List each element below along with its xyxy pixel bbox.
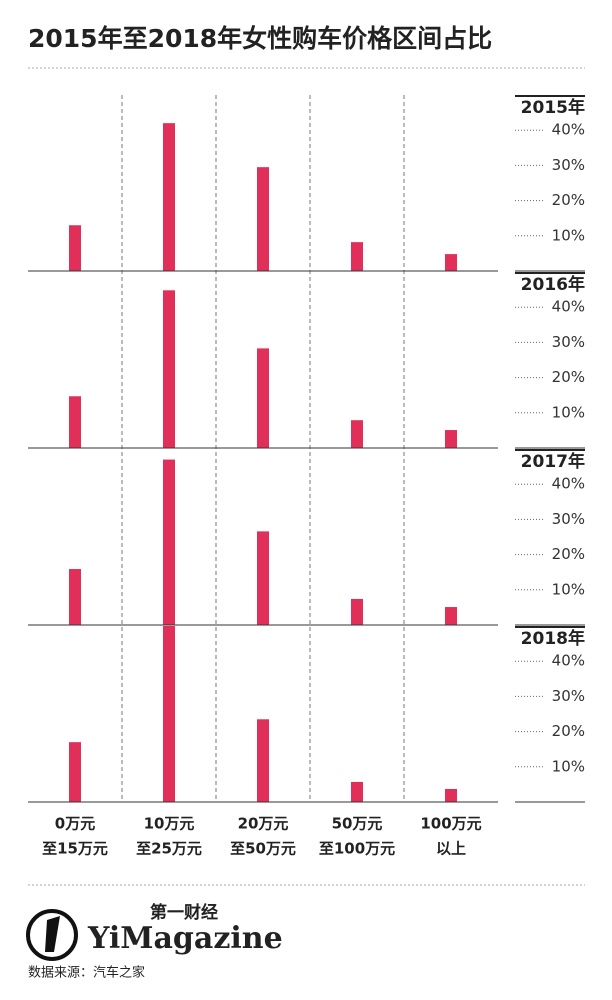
bar [163, 290, 175, 448]
bar [69, 396, 81, 448]
bar [445, 430, 457, 448]
y-tick-label: 30% [552, 510, 585, 528]
panel-year: 2017年 [521, 451, 585, 472]
x-tick-label: 至50万元 [230, 840, 296, 858]
x-tick-label: 0万元 [55, 815, 95, 833]
x-tick-label: 至15万元 [42, 840, 108, 858]
y-tick-label: 20% [552, 545, 585, 563]
bar [163, 626, 175, 802]
y-tick-label: 40% [552, 121, 585, 139]
page-title: 2015年至2018年女性购车价格区间占比 [28, 24, 492, 53]
logo-name: YiMagazine [87, 921, 283, 956]
bar [163, 123, 175, 271]
x-tick-label: 至100万元 [319, 840, 395, 858]
y-tick-label: 40% [552, 475, 585, 493]
source: 数据来源：汽车之家 [28, 965, 145, 981]
bar [445, 254, 457, 271]
x-tick-label: 10万元 [144, 815, 195, 833]
bar [257, 531, 269, 625]
bar [351, 420, 363, 448]
bar [445, 788, 457, 802]
bar [257, 167, 269, 271]
bar [351, 598, 363, 625]
bar [351, 242, 363, 271]
y-tick-label: 30% [552, 333, 585, 351]
y-tick-label: 30% [552, 687, 585, 705]
y-tick-label: 30% [552, 156, 585, 174]
y-tick-label: 40% [552, 298, 585, 316]
y-tick-label: 20% [552, 368, 585, 386]
panel-year: 2018年 [521, 628, 585, 649]
x-tick-label: 以上 [436, 840, 466, 858]
x-tick-label: 20万元 [238, 815, 289, 833]
y-tick-label: 20% [552, 722, 585, 740]
panel-year: 2016年 [521, 274, 585, 295]
y-tick-label: 10% [552, 226, 585, 244]
logo-icon [26, 909, 78, 961]
y-tick-label: 10% [552, 757, 585, 775]
x-tick-label: 至25万元 [136, 840, 202, 858]
bar [69, 569, 81, 625]
bar [445, 607, 457, 625]
bar [69, 225, 81, 271]
y-tick-label: 10% [552, 580, 585, 598]
bar [257, 719, 269, 802]
bar [351, 781, 363, 802]
x-tick-label: 100万元 [420, 815, 481, 833]
y-tick-label: 10% [552, 403, 585, 421]
bar [257, 348, 269, 448]
bar [163, 459, 175, 625]
bar [69, 742, 81, 802]
y-tick-label: 20% [552, 191, 585, 209]
y-tick-label: 40% [552, 652, 585, 670]
x-tick-label: 50万元 [332, 815, 383, 833]
logo-chinese: 第一财经 [150, 902, 218, 923]
panel-year: 2015年 [521, 97, 585, 118]
